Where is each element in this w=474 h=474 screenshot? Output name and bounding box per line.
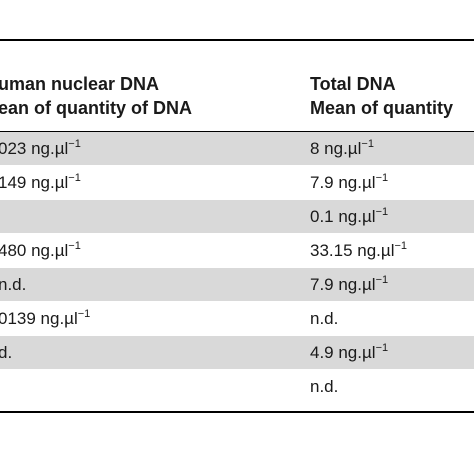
cell-value: n.d. [310,309,339,328]
cell-total-dna: 0.1 ng.µl−1 [310,206,388,228]
header-human-nuclear-dna: uman nuclear DNA ean of quantity of DNA [0,72,192,120]
table-row: n.d. 7.9 ng.µl−1 [0,268,474,302]
unit-exponent: −1 [375,274,389,286]
cell-value: 0139 ng.µl [0,309,78,328]
cell-value: d. [0,343,13,362]
table-row: 0.1 ng.µl−1 [0,200,474,234]
table-row: 0139 ng.µl−1 n.d. [0,302,474,336]
table-body: 023 ng.µl−1 8 ng.µl−1 149 ng.µl−1 7.9 ng.µl… [0,132,474,404]
unit-exponent: −1 [361,138,374,150]
cell-value: 7.9 ng.µl [310,275,376,294]
unit-exponent: −1 [68,138,81,150]
table-row: n.d. [0,370,474,404]
cell-total-dna: 4.9 ng.µl−1 [310,342,388,364]
table-row: d. 4.9 ng.µl−1 [0,336,474,370]
cell-human-nuclear-dna: d. [0,342,12,364]
cell-value: 480 ng.µl [0,241,69,260]
cell-value: 8 ng.µl [310,139,362,158]
cell-total-dna: n.d. [310,308,338,330]
unit-exponent: −1 [68,240,81,252]
cell-human-nuclear-dna: 149 ng.µl−1 [0,172,81,194]
cell-human-nuclear-dna: 023 ng.µl−1 [0,138,81,160]
cell-value: n.d. [310,377,339,396]
cell-total-dna: 7.9 ng.µl−1 [310,172,388,194]
cell-value: 33.15 ng.µl [310,241,395,260]
cell-value: 149 ng.µl [0,173,69,192]
cell-value: 023 ng.µl [0,139,69,158]
header-line: ean of quantity of DNA [0,98,192,118]
cell-total-dna: n.d. [310,376,338,398]
table-bottom-rule [0,411,474,413]
cell-total-dna: 8 ng.µl−1 [310,138,374,160]
table-top-rule [0,39,474,41]
header-line: uman nuclear DNA [0,74,160,94]
header-line: Mean of quantity [310,98,453,118]
table-row: 480 ng.µl−1 33.15 ng.µl−1 [0,234,474,268]
cell-value: 0.1 ng.µl [310,207,376,226]
cell-human-nuclear-dna: 0139 ng.µl−1 [0,308,90,330]
cell-total-dna: 33.15 ng.µl−1 [310,240,407,262]
header-total-dna: Total DNA Mean of quantity [310,72,453,120]
table-row: 149 ng.µl−1 7.9 ng.µl−1 [0,166,474,200]
header-rule [0,131,474,132]
unit-exponent: −1 [375,342,389,354]
table-row: 023 ng.µl−1 8 ng.µl−1 [0,132,474,166]
cell-human-nuclear-dna: 480 ng.µl−1 [0,240,81,262]
unit-exponent: −1 [375,206,389,218]
unit-exponent: −1 [68,172,81,184]
cell-human-nuclear-dna: n.d. [0,274,26,296]
unit-exponent: −1 [77,308,91,320]
cell-value: n.d. [0,275,27,294]
unit-exponent: −1 [375,172,389,184]
cell-value: 4.9 ng.µl [310,343,376,362]
cell-total-dna: 7.9 ng.µl−1 [310,274,388,296]
cell-value: 7.9 ng.µl [310,173,376,192]
unit-exponent: −1 [394,240,408,252]
header-line: Total DNA [310,74,396,94]
